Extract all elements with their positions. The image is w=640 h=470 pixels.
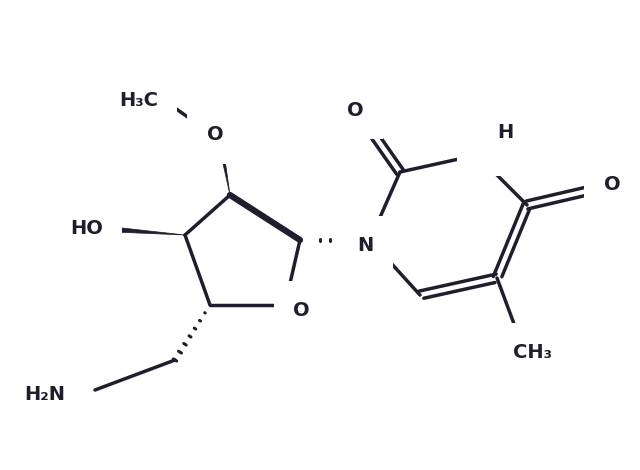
Text: H: H xyxy=(497,124,513,142)
Text: O: O xyxy=(604,175,620,195)
Text: O: O xyxy=(293,300,310,320)
Polygon shape xyxy=(230,195,301,242)
Text: O: O xyxy=(207,125,223,144)
Text: HO: HO xyxy=(70,219,103,237)
Text: CH₃: CH₃ xyxy=(513,343,552,361)
Polygon shape xyxy=(218,140,230,195)
Text: N: N xyxy=(477,138,493,157)
Text: H₂N: H₂N xyxy=(24,385,65,405)
Text: N: N xyxy=(357,235,373,254)
Polygon shape xyxy=(120,228,185,235)
Text: O: O xyxy=(347,101,364,119)
Text: H₃C: H₃C xyxy=(119,91,158,110)
